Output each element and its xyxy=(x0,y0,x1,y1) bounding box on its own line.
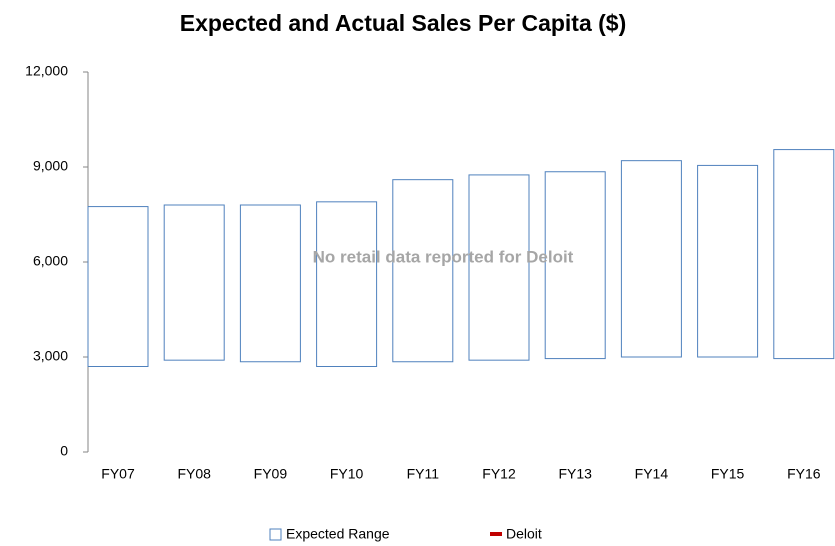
range-bar xyxy=(773,149,835,360)
range-bar xyxy=(87,206,149,367)
x-tick-label: FY07 xyxy=(101,466,135,482)
x-tick-label: FY16 xyxy=(787,466,821,482)
y-tick-label: 3,000 xyxy=(33,348,68,364)
x-tick-label: FY15 xyxy=(711,466,745,482)
legend-swatch xyxy=(490,532,502,536)
range-bar xyxy=(392,179,454,363)
legend-label: Deloit xyxy=(506,526,542,542)
range-bar xyxy=(620,160,682,358)
x-tick-label: FY13 xyxy=(558,466,592,482)
y-tick-label: 6,000 xyxy=(33,253,68,269)
range-bar xyxy=(316,201,378,367)
y-tick-label: 0 xyxy=(60,443,68,459)
range-bar xyxy=(239,204,301,363)
x-tick-label: FY11 xyxy=(407,466,440,482)
range-bar xyxy=(468,174,530,361)
y-tick-label: 9,000 xyxy=(33,158,68,174)
range-bar xyxy=(697,164,759,358)
x-tick-label: FY08 xyxy=(177,466,211,482)
x-tick-label: FY09 xyxy=(254,466,288,482)
y-tick-label: 12,000 xyxy=(25,63,68,79)
chart-title: Expected and Actual Sales Per Capita ($) xyxy=(180,10,627,36)
x-tick-label: FY14 xyxy=(635,466,669,482)
annotation: No retail data reported for Deloit xyxy=(313,247,574,266)
legend-label: Expected Range xyxy=(286,526,390,542)
x-tick-label: FY10 xyxy=(330,466,364,482)
range-bar xyxy=(544,171,606,360)
range-bar xyxy=(163,204,225,361)
legend-swatch xyxy=(269,528,282,541)
x-tick-label: FY12 xyxy=(482,466,516,482)
